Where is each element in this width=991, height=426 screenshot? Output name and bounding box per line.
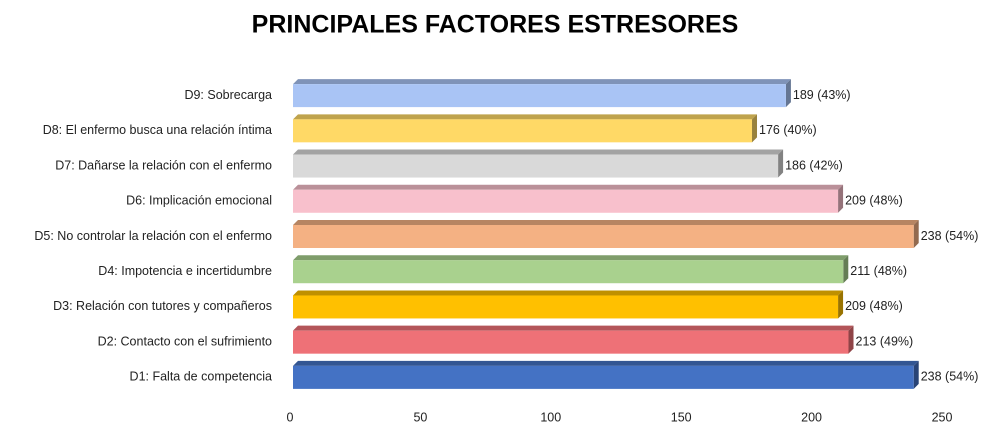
- category-label: D9: Sobrecarga: [184, 88, 272, 102]
- bar: [293, 295, 839, 319]
- value-label: 176 (40%): [759, 123, 817, 137]
- bar-top: [293, 114, 758, 120]
- x-tick-label: 100: [540, 410, 561, 424]
- bar: [293, 119, 753, 143]
- bar-side: [913, 360, 919, 389]
- bar: [293, 84, 786, 108]
- bar-side: [778, 149, 784, 178]
- value-label: 213 (49%): [856, 334, 914, 348]
- bar-top: [293, 325, 854, 331]
- bar-top: [293, 79, 791, 85]
- x-tick-label: 200: [801, 410, 822, 424]
- bar-top: [293, 290, 844, 296]
- category-label: D7: Dañarse la relación con el enfermo: [55, 158, 272, 172]
- bar: [293, 330, 849, 354]
- bar-top: [293, 149, 784, 155]
- category-label: D6: Implicación emocional: [126, 194, 272, 208]
- category-label: D3: Relación con tutores y compañeros: [53, 299, 272, 313]
- value-label: 238 (54%): [921, 370, 979, 384]
- category-label: D8: El enfermo busca una relación íntima: [43, 123, 272, 137]
- bar: [293, 154, 779, 178]
- bar-top: [293, 220, 919, 225]
- value-label: 238 (54%): [921, 229, 979, 243]
- x-tick-label: 0: [287, 410, 294, 424]
- bar-top: [293, 360, 919, 366]
- bar-side: [838, 290, 844, 319]
- chart-title: PRINCIPALES FACTORES ESTRESORES: [252, 11, 739, 39]
- bar: [293, 189, 839, 213]
- bar-side: [752, 114, 758, 143]
- bar: [293, 260, 844, 284]
- value-label: 186 (42%): [785, 158, 843, 172]
- bar-side: [838, 184, 844, 213]
- value-label: 211 (48%): [850, 264, 907, 278]
- bar: [293, 365, 914, 389]
- value-label: 189 (43%): [793, 88, 851, 102]
- x-tick-label: 50: [413, 410, 427, 424]
- category-label: D2: Contacto con el sufrimiento: [98, 334, 272, 348]
- bar-side: [843, 255, 849, 284]
- bar-top: [293, 184, 844, 190]
- x-tick-label: 250: [932, 410, 953, 424]
- bar-side: [913, 220, 919, 248]
- bar: [293, 225, 914, 248]
- category-label: D4: Impotencia e incertidumbre: [98, 264, 272, 278]
- category-label: D5: No controlar la relación con el enfe…: [34, 229, 272, 243]
- bar-side: [848, 325, 854, 354]
- value-label: 209 (48%): [845, 194, 903, 208]
- x-tick-label: 150: [671, 410, 692, 424]
- bar-top: [293, 255, 849, 261]
- value-label: 209 (48%): [845, 299, 903, 313]
- bar-side: [785, 79, 791, 108]
- category-label: D1: Falta de competencia: [130, 370, 272, 384]
